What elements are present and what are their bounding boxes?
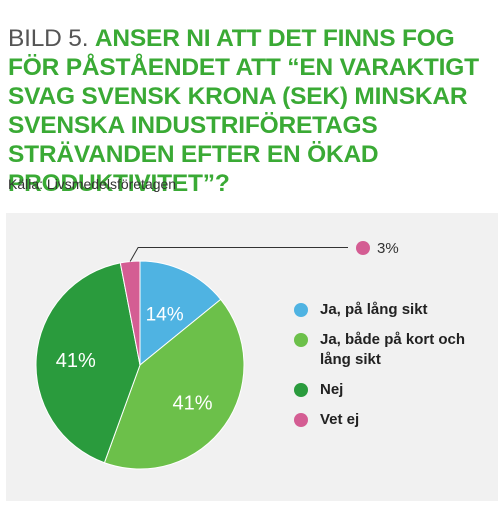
legend-item: Nej <box>292 380 480 400</box>
chart-title: BILD 5. ANSER NI ATT DET FINNS FOG FÖR P… <box>8 24 498 198</box>
question-text: ANSER NI ATT DET FINNS FOG FÖR PÅSTÅENDE… <box>8 25 479 197</box>
legend-label: Vet ej <box>320 411 360 428</box>
pie-slice-ja-kort-och-lang-sikt <box>103 298 245 470</box>
pie-slice-ja-lang-sikt <box>139 260 222 367</box>
legend-swatch <box>294 333 308 347</box>
slice-label: 41% <box>56 350 96 372</box>
callout-dot <box>356 241 370 255</box>
slice-label: 41% <box>173 392 213 414</box>
pie-slice-nej <box>35 262 141 464</box>
legend-label: Nej <box>320 381 344 398</box>
legend-swatch <box>294 413 308 427</box>
legend-label: Ja, både på kort och lång sikt <box>320 331 466 368</box>
legend-swatch <box>294 383 308 397</box>
legend-swatch <box>294 303 308 317</box>
figure-number: BILD 5. <box>8 25 89 52</box>
callout-leader-line <box>129 246 348 262</box>
legend: Ja, på lång sikt Ja, både på kort och lå… <box>292 300 480 440</box>
legend-item: Ja, både på kort och lång sikt <box>292 330 480 370</box>
callout-vet-ej: 3% <box>356 240 399 257</box>
legend-item: Vet ej <box>292 410 480 430</box>
callout-value: 3% <box>377 240 399 257</box>
source-note: Källa: Livsmedelsföretagen <box>8 176 177 192</box>
legend-item: Ja, på lång sikt <box>292 300 480 320</box>
slice-label: 14% <box>146 304 184 325</box>
legend-label: Ja, på lång sikt <box>320 301 428 318</box>
